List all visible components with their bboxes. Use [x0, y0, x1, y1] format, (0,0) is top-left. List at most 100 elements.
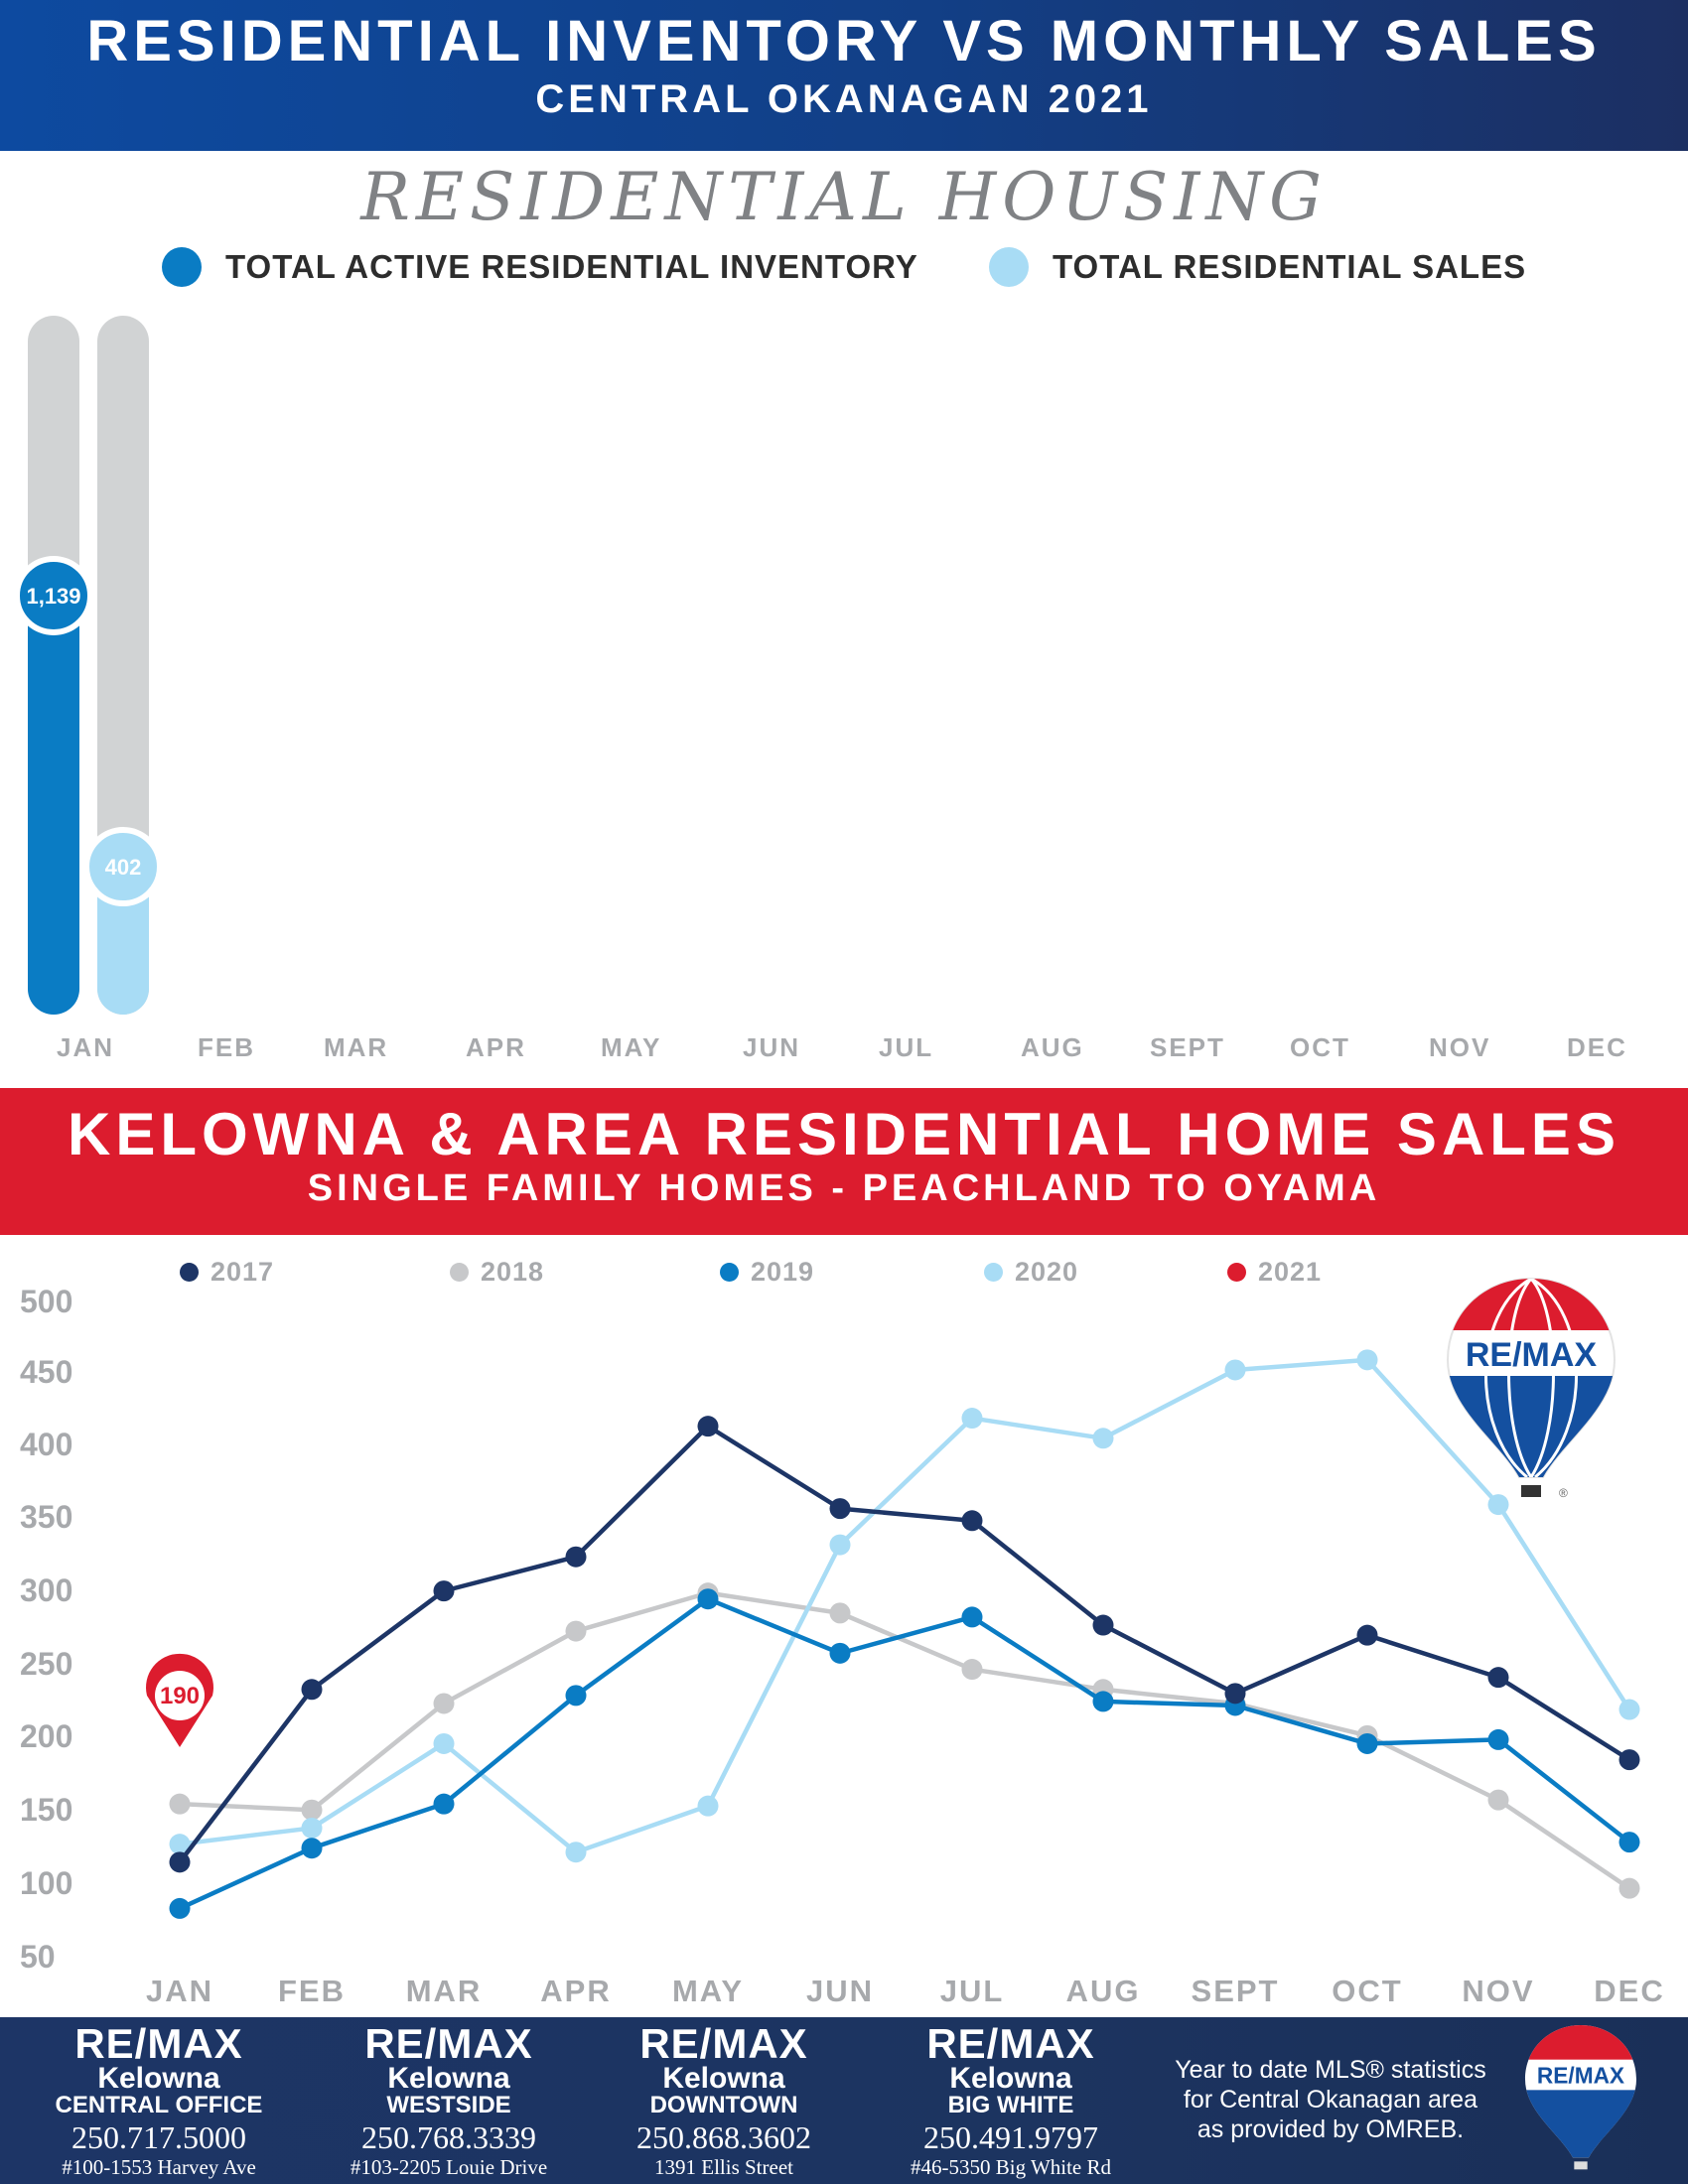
month-label-apr: APR	[466, 1032, 526, 1062]
office-brand: RE/MAX	[364, 2020, 533, 2067]
legend-2019: 2019	[720, 1257, 814, 1288]
office-address: 1391 Ellis Street	[654, 2155, 793, 2179]
legend-2017: 2017	[180, 1257, 274, 1288]
point-2019-jul	[961, 1606, 983, 1628]
point-2020-apr	[565, 1842, 587, 1863]
hot-air-balloon-icon: RE/MAX ®	[1446, 1277, 1617, 1500]
point-2017-aug	[1092, 1614, 1114, 1636]
point-2018-oct	[1356, 1724, 1378, 1746]
x-tick-mar: MAR	[405, 1974, 483, 2008]
bar-value-badge-0	[14, 555, 93, 635]
point-2017-jul	[961, 1510, 983, 1532]
y-tick-500: 500	[20, 1284, 73, 1319]
legend-2017-dot	[180, 1263, 199, 1282]
office-address: #46-5350 Big White Rd	[910, 2155, 1112, 2179]
point-2018-jan	[169, 1793, 191, 1815]
x-tick-sept: SEPT	[1191, 1974, 1280, 2008]
point-2017-sept	[1224, 1683, 1246, 1705]
page-title: RESIDENTIAL INVENTORY VS MONTHLY SALES	[86, 9, 1602, 73]
point-2019-aug	[1092, 1691, 1114, 1712]
x-tick-jul: JUL	[939, 1974, 1005, 2008]
office-phone: 250.491.9797	[923, 2119, 1098, 2155]
point-2020-feb	[301, 1817, 323, 1839]
legend-2021-dot	[1227, 1263, 1246, 1282]
sales-banner: KELOWNA & AREA RESIDENTIAL HOME SALES SI…	[0, 1088, 1688, 1235]
office-phone: 250.768.3339	[361, 2119, 536, 2155]
month-label-feb: FEB	[198, 1032, 255, 1062]
y-tick-200: 200	[20, 1718, 73, 1754]
point-2018-feb	[301, 1799, 323, 1821]
legend-2019-dot	[720, 1263, 739, 1282]
office-brand: RE/MAX	[926, 2020, 1095, 2067]
banner-subtitle: SINGLE FAMILY HOMES - PEACHLAND TO OYAMA	[307, 1167, 1381, 1209]
point-2017-jan	[169, 1851, 191, 1873]
line-2017	[178, 1424, 1631, 1864]
y-tick-250: 250	[20, 1646, 73, 1682]
point-2018-jun	[829, 1602, 851, 1624]
line-2018	[179, 1590, 1631, 1891]
y-tick-300: 300	[20, 1572, 73, 1608]
office-central: RE/MAX Kelowna CENTRAL OFFICE 250.717.50…	[25, 2023, 293, 2179]
month-label-oct: OCT	[1290, 1032, 1350, 1062]
point-2017-jun	[829, 1498, 851, 1520]
y-tick-100: 100	[20, 1865, 73, 1901]
legend-inventory-dot	[162, 247, 202, 287]
footer: RE/MAX Kelowna CENTRAL OFFICE 250.717.50…	[0, 2017, 1688, 2184]
point-2019-may	[697, 1588, 719, 1610]
point-2018-sept	[1224, 1693, 1246, 1714]
point-2019-sept	[1224, 1695, 1246, 1716]
office-phone: 250.868.3602	[636, 2119, 811, 2155]
point-2017-oct	[1356, 1624, 1378, 1646]
point-2017-dec	[1618, 1749, 1640, 1771]
point-2020-may	[697, 1795, 719, 1817]
office-address: #100-1553 Harvey Ave	[62, 2155, 256, 2179]
point-2018-nov	[1487, 1789, 1509, 1811]
legend-2020: 2020	[984, 1257, 1078, 1288]
x-tick-dec: DEC	[1594, 1974, 1665, 2008]
x-tick-nov: NOV	[1462, 1974, 1535, 2008]
month-label-may: MAY	[601, 1032, 662, 1062]
office-city: Kelowna	[97, 2062, 220, 2095]
legend-2021-label: 2021	[1258, 1257, 1323, 1287]
point-2018-dec	[1618, 1877, 1640, 1899]
month-label-mar: MAR	[324, 1032, 389, 1062]
month-label-dec: DEC	[1567, 1032, 1627, 1062]
point-2017-mar	[433, 1580, 455, 1602]
point-2019-jun	[829, 1642, 851, 1664]
legend-2018: 2018	[450, 1257, 544, 1288]
point-2020-jan	[169, 1834, 191, 1855]
legend-2017-label: 2017	[211, 1257, 275, 1287]
point-2021-jan	[170, 1700, 190, 1720]
x-tick-oct: OCT	[1332, 1974, 1403, 2008]
point-2019-jan	[169, 1897, 191, 1919]
line-2019	[179, 1596, 1631, 1911]
office-phone: 250.717.5000	[71, 2119, 246, 2155]
point-2018-mar	[433, 1693, 455, 1714]
callout-2021-label: 190	[160, 1683, 200, 1709]
point-2020-sept	[1224, 1359, 1246, 1381]
balloon-logo-text: RE/MAX	[1466, 1336, 1598, 1374]
y-tick-350: 350	[20, 1499, 73, 1535]
y-tick-150: 150	[20, 1792, 73, 1828]
month-label-jan: JAN	[57, 1032, 115, 1062]
footer-logo-text: RE/MAX	[1537, 2063, 1624, 2089]
point-2018-jul	[961, 1659, 983, 1681]
y-tick-450: 450	[20, 1354, 73, 1390]
office-dept: BIG WHITE	[947, 2092, 1074, 2118]
x-tick-jun: JUN	[805, 1974, 875, 2008]
point-2019-mar	[433, 1793, 455, 1815]
office-big-white: RE/MAX Kelowna BIG WHITE 250.491.9797 #4…	[877, 2020, 1145, 2179]
bar-0-jan	[28, 595, 79, 1015]
y-tick-400: 400	[20, 1427, 73, 1462]
legend-2021: 2021	[1227, 1257, 1322, 1288]
point-2019-apr	[565, 1685, 587, 1706]
bar-value-badge-1	[83, 827, 163, 907]
line-2020	[179, 1357, 1631, 1854]
point-2018-aug	[1092, 1679, 1114, 1701]
office-brand: RE/MAX	[639, 2020, 808, 2067]
point-2020-jul	[961, 1408, 983, 1430]
page-subtitle: CENTRAL OKANAGAN 2021	[535, 77, 1153, 121]
point-2020-mar	[433, 1732, 455, 1754]
x-tick-feb: FEB	[278, 1974, 346, 2008]
x-tick-apr: APR	[540, 1974, 612, 2008]
